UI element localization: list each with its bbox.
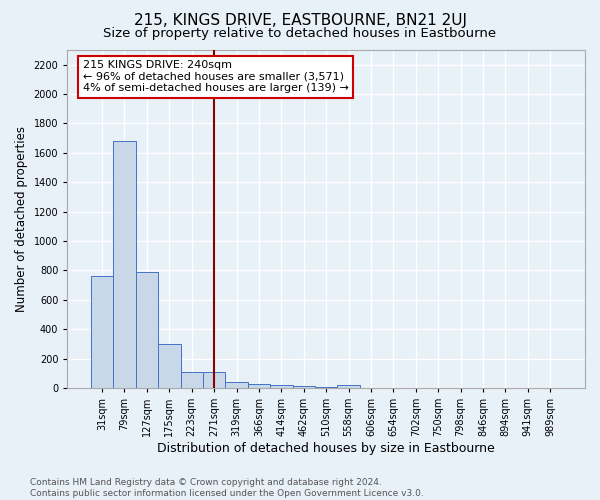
Bar <box>113 141 136 388</box>
Bar <box>136 272 158 388</box>
Text: Contains HM Land Registry data © Crown copyright and database right 2024.
Contai: Contains HM Land Registry data © Crown c… <box>30 478 424 498</box>
Bar <box>248 384 270 388</box>
Bar <box>158 344 181 388</box>
Text: 215 KINGS DRIVE: 240sqm
← 96% of detached houses are smaller (3,571)
4% of semi-: 215 KINGS DRIVE: 240sqm ← 96% of detache… <box>83 60 349 94</box>
Text: 215, KINGS DRIVE, EASTBOURNE, BN21 2UJ: 215, KINGS DRIVE, EASTBOURNE, BN21 2UJ <box>133 12 467 28</box>
Bar <box>181 372 203 388</box>
Bar <box>315 386 337 388</box>
Y-axis label: Number of detached properties: Number of detached properties <box>15 126 28 312</box>
Bar <box>226 382 248 388</box>
Bar <box>270 385 293 388</box>
Bar <box>203 372 226 388</box>
Bar <box>337 385 360 388</box>
Text: Size of property relative to detached houses in Eastbourne: Size of property relative to detached ho… <box>103 28 497 40</box>
Bar <box>91 276 113 388</box>
Bar <box>293 386 315 388</box>
X-axis label: Distribution of detached houses by size in Eastbourne: Distribution of detached houses by size … <box>157 442 495 455</box>
